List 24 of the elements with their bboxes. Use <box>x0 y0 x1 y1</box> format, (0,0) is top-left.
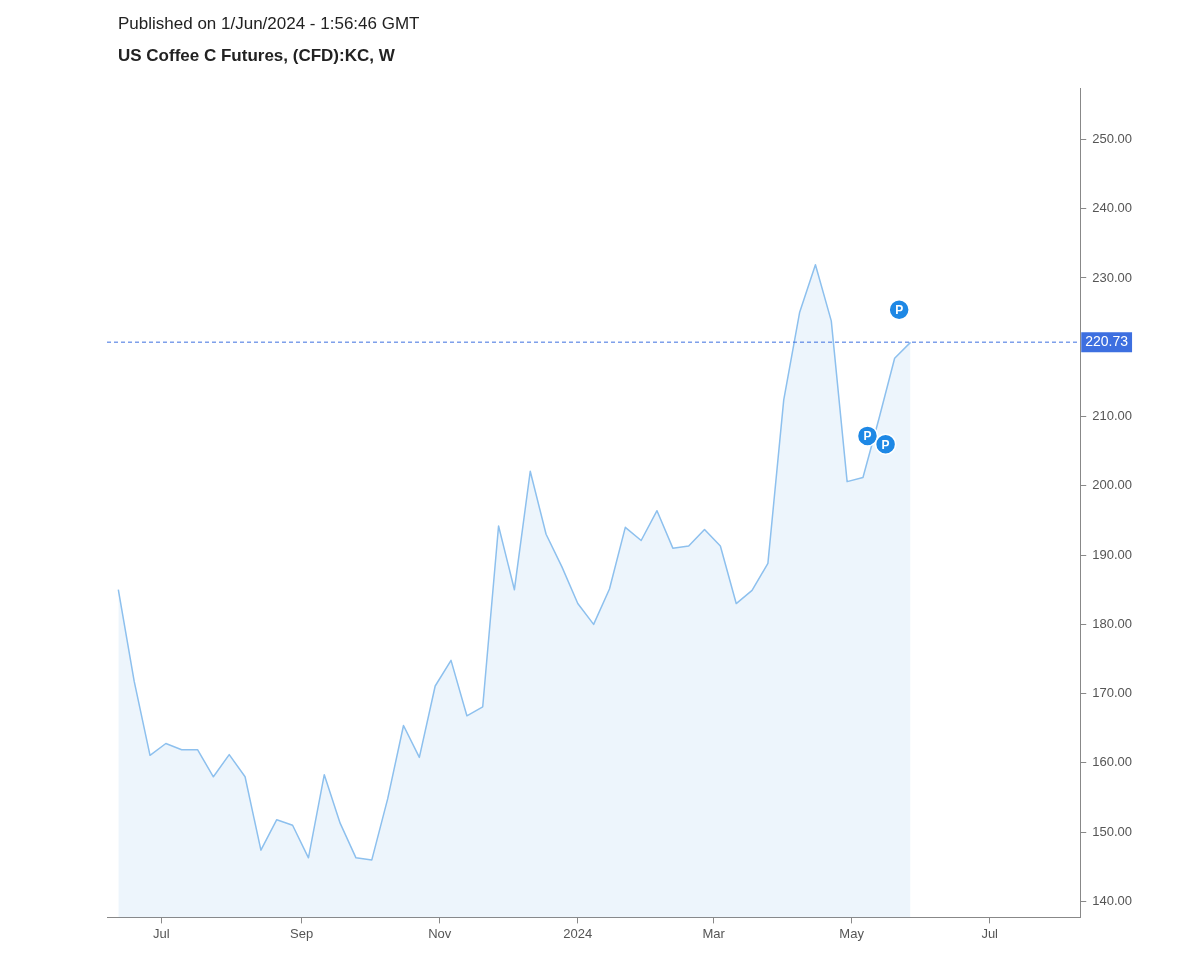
x-tick-label: Mar <box>702 925 726 941</box>
y-tick-label: 140.00 <box>1092 893 1132 909</box>
y-tick-label: 180.00 <box>1092 615 1132 631</box>
x-tick-label: Jul <box>981 925 999 941</box>
x-tick-label: 2024 <box>563 925 593 941</box>
x-tick-label: May <box>839 925 865 941</box>
y-tick-label: 210.00 <box>1092 408 1132 424</box>
chart-subtitle: Published on 1/Jun/2024 - 1:56:46 GMT <box>118 14 420 34</box>
annotation: P <box>895 303 904 318</box>
y-tick-label: 150.00 <box>1092 823 1132 839</box>
y-tick-label: 240.00 <box>1092 200 1132 216</box>
y-tick-label: 250.00 <box>1092 130 1132 146</box>
x-tick-label: Sep <box>290 925 314 941</box>
ref-line-label: 220.73 <box>1085 333 1129 350</box>
y-tick-label: 160.00 <box>1092 754 1132 770</box>
y-tick-label: 190.00 <box>1092 546 1132 562</box>
x-tick-label: Nov <box>428 925 452 941</box>
y-tick-label: 170.00 <box>1092 685 1132 701</box>
annotation: P <box>863 429 872 444</box>
y-tick-label: 200.00 <box>1092 477 1132 493</box>
x-tick-label: Jul <box>153 925 170 941</box>
chart-title: US Coffee C Futures, (CFD):KC, W <box>118 46 395 66</box>
y-tick-label: 230.00 <box>1092 269 1132 285</box>
annotation: P <box>881 437 890 452</box>
